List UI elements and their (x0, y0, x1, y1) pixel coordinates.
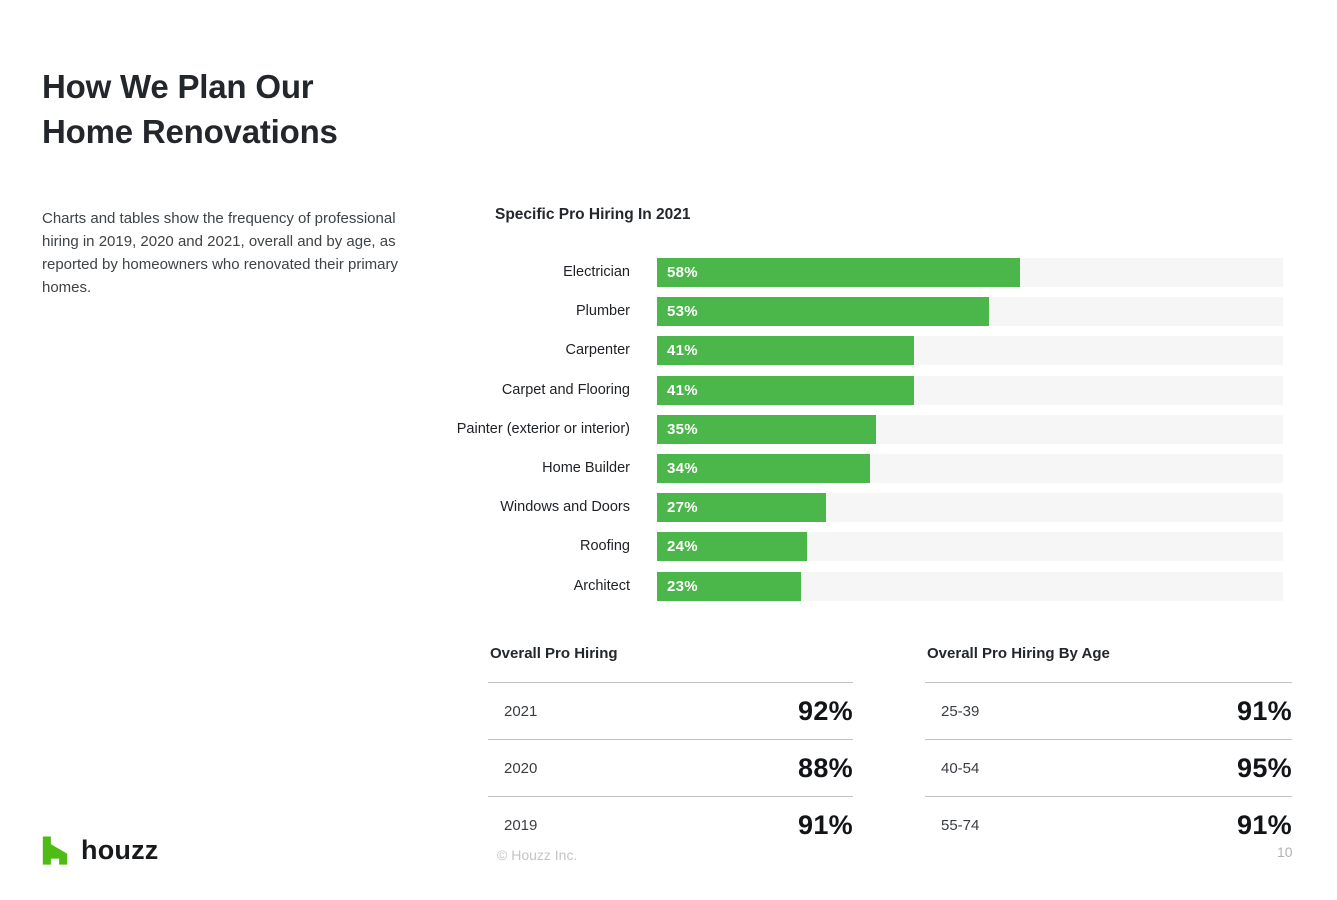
bar-value-label: 34% (667, 459, 698, 477)
bar-category-label: Painter (exterior or interior) (456, 420, 630, 437)
bar-fill: 24% (657, 532, 808, 562)
row-value: 95% (1237, 752, 1292, 783)
row-value: 92% (798, 695, 853, 726)
row-value: 88% (798, 752, 853, 783)
table-row: 2021 92% (488, 682, 853, 739)
bar-category-label: Plumber (576, 303, 630, 320)
bar-row: Architect 23% (0, 571, 1283, 601)
bar-category-label: Carpet and Flooring (501, 381, 630, 398)
bar-row: Roofing 24% (0, 532, 1283, 562)
bar-chart: Electrician 58% Plumber 53% Carpenter 41% Carp… (0, 258, 1283, 611)
bar-value-label: 41% (667, 342, 698, 360)
row-label: 2021 (504, 702, 538, 720)
bar-row: Painter (exterior or interior) 35% (0, 414, 1283, 444)
bar-category-label: Windows and Doors (500, 499, 630, 516)
bar-row: Windows and Doors 27% (0, 493, 1283, 523)
bar-value-label: 24% (667, 538, 698, 556)
table-row: 2019 91% (488, 796, 853, 853)
bar-row: Plumber 53% (0, 297, 1283, 327)
houzz-logo: houzz (40, 834, 158, 866)
row-value: 91% (798, 809, 853, 840)
bar-value-label: 53% (667, 303, 698, 321)
bar-fill: 27% (657, 493, 827, 523)
bar-row: Carpenter 41% (0, 336, 1283, 366)
bar-value-label: 27% (667, 499, 698, 517)
bar-category-label: Home Builder (542, 459, 630, 476)
bar-value-label: 23% (667, 577, 698, 595)
bar-track: 27% (657, 493, 1283, 523)
bar-track: 24% (657, 532, 1283, 562)
table-row: 55-74 91% (925, 796, 1292, 853)
page-title-line2: Home Renovations (42, 113, 338, 150)
table-row: 40-54 95% (925, 739, 1292, 796)
bar-track: 41% (657, 375, 1283, 405)
bar-chart-title: Specific Pro Hiring In 2021 (495, 206, 691, 223)
row-label: 2020 (504, 759, 538, 777)
bar-fill: 58% (657, 258, 1021, 287)
bar-track: 41% (657, 336, 1283, 366)
bar-track: 34% (657, 453, 1283, 483)
bar-fill: 34% (657, 453, 870, 483)
bar-fill: 41% (657, 336, 914, 366)
bar-category-label: Architect (573, 577, 630, 594)
row-label: 2019 (504, 816, 538, 834)
bar-track: 23% (657, 571, 1283, 601)
overall-pro-hiring-by-age-title: Overall Pro Hiring By Age (927, 645, 1110, 662)
row-value: 91% (1237, 809, 1292, 840)
overall-pro-hiring-by-age-table: Overall Pro Hiring By Age 25-39 91% 40-5… (925, 645, 1292, 853)
bar-value-label: 35% (667, 420, 698, 438)
houzz-house-icon (42, 835, 68, 865)
bar-track: 58% (657, 258, 1283, 287)
overall-pro-hiring-title: Overall Pro Hiring (490, 645, 618, 662)
bar-category-label: Roofing (580, 538, 630, 555)
bar-fill: 53% (657, 297, 989, 327)
row-value: 91% (1237, 695, 1292, 726)
table-row: 25-39 91% (925, 682, 1292, 739)
houzz-logo-text: houzz (81, 835, 159, 865)
bar-value-label: 58% (667, 264, 698, 281)
page-title: How We Plan Our Home Renovations (42, 64, 338, 154)
bar-row: Home Builder 34% (0, 453, 1283, 483)
bar-fill: 23% (657, 571, 801, 601)
houzz-house-icon-shape (42, 835, 68, 865)
page-title-line1: How We Plan Our (42, 68, 314, 105)
bar-track: 35% (657, 414, 1283, 444)
overall-pro-hiring-table: Overall Pro Hiring 2021 92% 2020 88% 201… (488, 645, 853, 853)
bar-value-label: 41% (667, 381, 698, 399)
page-number: 10 (1277, 844, 1293, 860)
bar-fill: 35% (657, 414, 877, 444)
table-row: 2020 88% (488, 739, 853, 796)
bar-row: Carpet and Flooring 41% (0, 375, 1283, 405)
bar-track: 53% (657, 297, 1283, 327)
bar-fill: 41% (657, 375, 914, 405)
bar-row: Electrician 58% (0, 258, 1283, 287)
page-description: Charts and tables show the frequency of … (42, 210, 399, 296)
bar-category-label: Carpenter (565, 342, 630, 359)
copyright-text: © Houzz Inc. (497, 847, 578, 863)
row-label: 55-74 (941, 816, 980, 834)
row-label: 25-39 (941, 702, 980, 720)
bar-category-label: Electrician (563, 264, 630, 280)
row-label: 40-54 (941, 759, 980, 777)
